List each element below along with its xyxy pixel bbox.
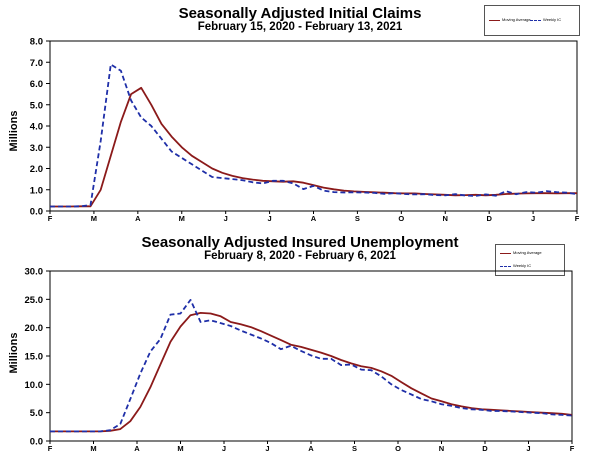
x-tick-label: O	[398, 214, 404, 223]
weekly-ic-line	[50, 299, 573, 433]
x-tick-label: J	[531, 214, 535, 223]
y-tick-label: 30.0	[25, 267, 44, 278]
legend-swatch-moving-average	[489, 20, 500, 21]
x-tick-label: J	[222, 444, 226, 453]
x-tick-label: J	[265, 444, 269, 453]
initial-claims-plot: 0.0 1.0 2.0 3.0 4.0 5.0 6.0 7.0 8.0 F M A M J J A S O N D J F	[30, 37, 580, 224]
weekly-ic-line	[50, 63, 578, 208]
legend-label-moving-average: Moving Average	[502, 17, 531, 22]
x-tick-label: N	[443, 214, 448, 223]
initial-claims-chart: Seasonally Adjusted Initial Claims Febru…	[0, 0, 600, 232]
x-tick-label: J	[526, 444, 530, 453]
x-tick-label: J	[267, 214, 271, 223]
x-tick-label: F	[48, 214, 53, 223]
y-tick-label: 10.0	[25, 380, 44, 391]
x-tick-label: O	[395, 444, 401, 453]
legend-label-weekly-ic: Weekly IC	[513, 263, 532, 268]
legend-swatch-weekly-ic	[530, 20, 541, 21]
insured-unemployment-chart: Seasonally Adjusted Insured Unemployment…	[0, 232, 600, 470]
x-tick-label: A	[134, 444, 140, 453]
x-tick-label: M	[177, 444, 183, 453]
legend-label-moving-average: Moving Average	[513, 250, 542, 255]
y-tick-label: 5.0	[30, 100, 43, 111]
x-tick-label: S	[352, 444, 357, 453]
y-tick-label: 6.0	[30, 79, 43, 90]
y-tick-label: 0.0	[30, 437, 43, 448]
x-tick-label: S	[355, 214, 360, 223]
y-tick-label: 15.0	[25, 352, 44, 363]
x-tick-label: D	[486, 214, 492, 223]
legend-swatch-weekly-ic	[500, 266, 511, 267]
legend-swatch-moving-average	[500, 253, 511, 254]
y-tick-label: 3.0	[30, 143, 43, 154]
x-tick-label: M	[179, 214, 185, 223]
y-tick-label: 8.0	[30, 37, 43, 48]
x-tick-label: A	[311, 214, 317, 223]
x-tick-label: J	[224, 214, 228, 223]
x-tick-label: N	[439, 444, 444, 453]
x-tick-label: A	[135, 214, 141, 223]
chart-subtitle: February 8, 2020 - February 6, 2021	[204, 250, 396, 262]
y-tick-label: 25.0	[25, 295, 44, 306]
chart-legend: Moving Average Weekly IC	[484, 5, 580, 36]
y-tick-label: 7.0	[30, 58, 43, 69]
moving-average-line	[50, 312, 573, 433]
y-tick-label: 20.0	[25, 323, 44, 334]
x-tick-label: M	[90, 444, 96, 453]
chart-title: Seasonally Adjusted Insured Unemployment	[141, 234, 459, 251]
x-tick-label: D	[482, 444, 488, 453]
insured-unemployment-plot: 0.0 5.0 10.0 15.0 20.0 25.0 30.0 F M A M J J A S O N D J F	[25, 267, 575, 454]
y-tick-label: 2.0	[30, 164, 43, 175]
y-tick-label: 1.0	[30, 185, 43, 196]
moving-average-line	[50, 86, 577, 208]
x-tick-label: A	[308, 444, 314, 453]
x-tick-label: F	[48, 444, 53, 453]
x-tick-label: M	[91, 214, 97, 223]
y-tick-label: 0.0	[30, 207, 43, 218]
y-tick-label: 5.0	[30, 408, 43, 419]
legend-label-weekly-ic: Weekly IC	[543, 17, 562, 22]
chart-title: Seasonally Adjusted Initial Claims	[178, 5, 422, 22]
y-tick-label: 4.0	[30, 122, 43, 133]
x-tick-label: F	[575, 214, 580, 223]
x-tick-label: F	[570, 444, 575, 453]
chart-subtitle: February 15, 2020 - February 13, 2021	[197, 21, 403, 33]
